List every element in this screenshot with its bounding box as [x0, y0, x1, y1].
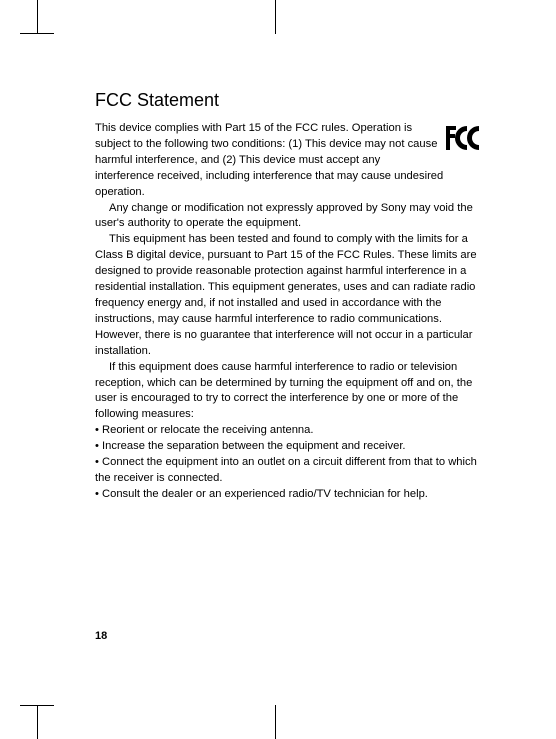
fcc-logo-icon: [445, 123, 485, 159]
crop-mark: [37, 705, 38, 739]
body-text: This device complies with Part 15 of the…: [95, 121, 485, 503]
paragraph: This equipment has been tested and found…: [95, 232, 485, 359]
page-number: 18: [95, 630, 107, 642]
crop-mark: [20, 705, 54, 706]
paragraph: If this equipment does cause harmful int…: [95, 360, 485, 424]
page-title: FCC Statement: [95, 90, 485, 111]
bullet-item: • Increase the separation between the eq…: [95, 439, 485, 455]
bullet-item: • Consult the dealer or an experienced r…: [95, 487, 485, 503]
paragraph: Any change or modification not expressly…: [95, 201, 485, 233]
bullet-item: • Reorient or relocate the receiving ant…: [95, 423, 485, 439]
crop-mark: [37, 0, 38, 34]
crop-mark: [275, 0, 276, 34]
page-content: FCC Statement This device complies with …: [95, 90, 485, 503]
bullet-item: • Connect the equipment into an outlet o…: [95, 455, 485, 487]
paragraph: This device complies with Part 15 of the…: [95, 121, 485, 201]
crop-mark: [275, 705, 276, 739]
crop-mark: [20, 33, 54, 34]
